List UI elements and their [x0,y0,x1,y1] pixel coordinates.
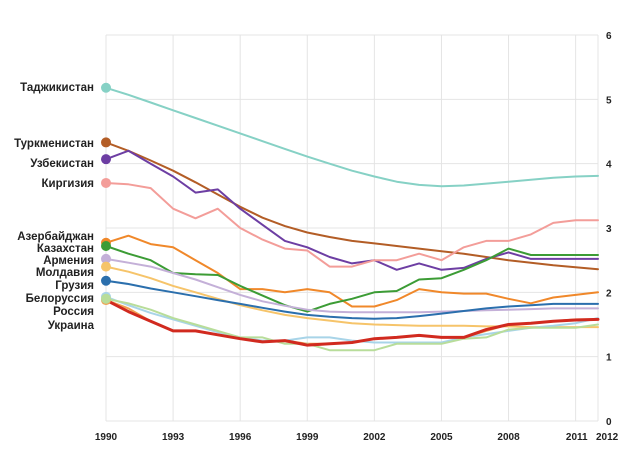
series-start-markers [101,82,111,306]
series-label-Азербайджан: Азербайджан [17,231,94,243]
y-tick-label-2: 2 [606,288,612,299]
series-line-Молдавия [105,265,599,329]
x-tick-label-1993: 1993 [162,432,185,443]
y-axis-ticks: 0 1 2 3 4 5 6 [606,31,612,428]
series-marker-Узбекистан [101,154,111,165]
y-tick-label-3: 3 [606,224,612,235]
series-label-Белоруссия: Белоруссия [26,293,94,305]
y-tick-label-6: 6 [606,31,612,42]
series-label-Россия: Россия [53,306,94,318]
series-line-Узбекистан [105,149,599,271]
x-tick-label-2012: 2012 [596,432,619,443]
series-line-Туркменистан [105,141,599,271]
series-marker-Таджикистан [101,82,111,93]
series-marker-Украина [101,293,111,304]
series-line-Казахстан [105,245,599,313]
y-tick-label-5: 5 [606,95,612,106]
x-tick-label-2005: 2005 [430,432,453,443]
y-tick-label-1: 1 [606,353,612,364]
series-label-Грузия: Грузия [55,280,94,292]
series-label-Казахстан: Казахстан [37,243,94,255]
grid-lines [105,34,599,422]
series-marker-Грузия [101,275,111,286]
series-line-Таджикистан [105,86,599,188]
series-marker-Киргизия [101,177,111,188]
series-line-Грузия [105,279,599,320]
y-tick-label-0: 0 [606,417,612,428]
series-label-Армения: Армения [43,255,94,267]
series-marker-Молдавия [101,261,111,272]
x-tick-label-2008: 2008 [497,432,520,443]
series-label-Киргизия: Киргизия [42,178,94,190]
series-label-Таджикистан: Таджикистан [20,82,94,94]
series-line-Азербайджан [105,234,599,308]
series-line-highlight [104,298,600,347]
series-marker-Армения [101,253,111,264]
y-tick-label-4: 4 [606,160,612,171]
x-axis-ticks: 1990 1993 1996 1999 2002 2005 2008 2011 2012 [95,432,619,443]
series-label-Молдавия: Молдавия [36,267,94,279]
series-labels: Таджикистан Туркменистан Узбекистан Киргизи… [14,82,95,332]
series-label-Украина: Украина [48,320,95,332]
series-label-Узбекистан: Узбекистан [30,158,94,170]
x-tick-label-1999: 1999 [296,432,319,443]
series-label-Туркменистан: Туркменистан [14,138,94,150]
series-lines [104,86,600,352]
series-marker-Казахстан [101,241,111,252]
series-marker-Туркменистан [101,137,111,148]
x-tick-label-2011: 2011 [566,432,588,443]
x-tick-label-2002: 2002 [363,432,386,443]
series-line-Киргизия [105,182,599,268]
series-line-Украина [105,297,599,352]
x-tick-label-1996: 1996 [229,432,252,443]
series-line-Армения [105,257,599,314]
x-tick-label-1990: 1990 [95,432,118,443]
